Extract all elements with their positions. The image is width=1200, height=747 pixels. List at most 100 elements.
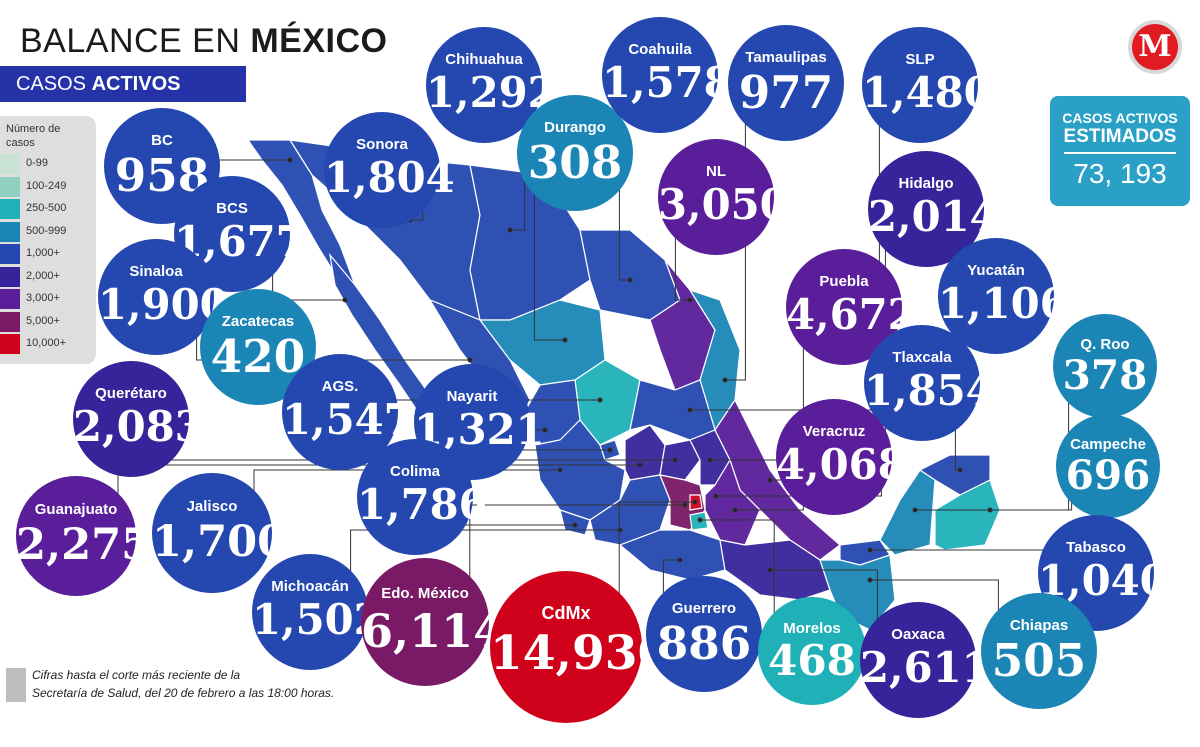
connector-line <box>469 504 685 578</box>
subtitle-light: CASOS <box>16 73 92 95</box>
connector-dot <box>722 377 728 383</box>
connector-line <box>662 559 680 594</box>
legend: Número de casos 0-99 100-249 250-500 500-99… <box>0 116 96 364</box>
state-name: Oaxaca <box>891 626 945 644</box>
map-region-qroo <box>934 479 1001 551</box>
title-light: BALANCE EN <box>20 22 251 60</box>
state-bubble: Querétaro 2,083 <box>73 361 204 477</box>
connector-line <box>618 501 695 594</box>
connector-dot <box>597 397 603 403</box>
connector-dot <box>572 522 578 528</box>
state-value: 378 <box>1062 350 1148 399</box>
connector-line <box>735 347 804 511</box>
state-bubble: Guanajuato 2,275 <box>16 476 152 596</box>
state-bubble: Sonora 1,804 <box>324 112 455 228</box>
footnote-line1: Cifras hasta el corte más reciente de la <box>32 668 241 682</box>
connector-dot <box>287 157 293 163</box>
connector-dot <box>672 457 678 463</box>
connector-dot <box>707 457 713 463</box>
state-value: 505 <box>991 634 1087 688</box>
state-name: Morelos <box>783 619 841 637</box>
connector-line <box>915 502 1073 511</box>
title-bold: MÉXICO <box>250 22 388 60</box>
state-value: 14,930 <box>490 626 671 682</box>
connector-line <box>674 237 690 301</box>
state-bubble: Coahuila 1,578 <box>602 17 733 133</box>
connector-line <box>870 532 1056 551</box>
connector-dot <box>697 517 703 523</box>
state-name: Guerrero <box>671 600 737 618</box>
connector-dot <box>767 567 773 573</box>
state-value: 3,050 <box>658 180 789 230</box>
state-value: 1,786 <box>357 480 488 530</box>
connector-dot <box>912 507 918 513</box>
connector-dot <box>713 493 719 499</box>
state-value: 308 <box>527 136 623 190</box>
estimated-value: 73, 193 <box>1073 158 1167 189</box>
connector-dot <box>767 477 773 483</box>
legend-swatch <box>0 244 20 264</box>
state-bubble: Jalisco 1,700 <box>152 473 287 593</box>
state-name: Edo. México <box>381 584 469 602</box>
state-value: 696 <box>1065 450 1151 499</box>
legend-item: 3,000+ <box>0 289 80 309</box>
connector-dot <box>687 407 693 413</box>
state-name: Sinaloa <box>129 263 183 281</box>
state-name: Puebla <box>819 273 869 291</box>
state-value: 977 <box>738 66 834 120</box>
state-name: Tamaulipas <box>745 49 827 67</box>
state-value: 2,275 <box>16 518 152 570</box>
state-value: 468 <box>768 635 856 686</box>
state-bubble: Tamaulipas 977 <box>728 25 844 141</box>
state-bubble: Chiapas 505 <box>981 593 1097 709</box>
state-name: Tlaxcala <box>892 349 952 367</box>
state-name: Jalisco <box>186 498 238 516</box>
legend-label: 250-500 <box>26 202 67 214</box>
connector-dot <box>607 447 613 453</box>
state-value: 1,480 <box>862 68 993 118</box>
state-name: Durango <box>544 119 606 137</box>
state-value: 1,502 <box>252 595 383 645</box>
state-value: 886 <box>656 617 752 671</box>
connector-dot <box>867 547 873 553</box>
state-value: 1,854 <box>864 366 995 416</box>
footnote-line2: Secretaría de Salud, del 20 de febrero a… <box>32 686 335 700</box>
connector-dot <box>682 502 688 508</box>
state-bubble: BCS 1,677 <box>174 176 305 292</box>
footnote-marker <box>6 668 26 702</box>
state-name: Chiapas <box>1009 617 1069 635</box>
legend-item: 1,000+ <box>0 244 80 264</box>
state-bubble: Zacatecas 420 <box>200 289 316 405</box>
connector-dot <box>542 427 548 433</box>
connector-dot <box>677 557 683 563</box>
state-bubble: Durango 308 <box>517 95 633 211</box>
milenio-logo: M <box>1128 20 1182 74</box>
state-name: Veracruz <box>802 423 866 441</box>
legend-swatch <box>0 311 20 332</box>
legend-item: 100-249 <box>0 176 80 197</box>
legend-item: 0-99 <box>0 154 80 174</box>
legend-item: 250-500 <box>0 199 80 219</box>
state-bubble: Michoacán 1,502 <box>252 554 383 670</box>
state-value: 4,672 <box>786 290 917 340</box>
connector-dot <box>637 462 643 468</box>
connector-line <box>533 193 565 341</box>
state-bubble: Guerrero 886 <box>646 576 762 692</box>
state-value: 1,040 <box>1038 556 1169 606</box>
legend-swatch <box>0 334 20 354</box>
connector-dot <box>957 467 963 473</box>
state-value: 2,611 <box>860 643 991 693</box>
connector-dot <box>507 227 513 233</box>
state-name: Yucatán <box>967 262 1025 280</box>
state-value: 2,083 <box>73 402 204 452</box>
estimated-label-line2: ESTIMADOS <box>1063 126 1177 147</box>
legend-label: 3,000+ <box>26 292 60 304</box>
legend-label: 0-99 <box>26 157 49 169</box>
estimated-cases-card: CASOS ACTIVOS ESTIMADOS 73, 193 <box>1050 96 1190 206</box>
connector-dot <box>627 277 633 283</box>
state-name: AGS. <box>321 378 359 396</box>
connector-line <box>770 569 878 620</box>
estimated-divider <box>1064 152 1176 154</box>
state-name: Tabasco <box>1066 539 1126 557</box>
legend-label: 10,000+ <box>26 337 67 349</box>
